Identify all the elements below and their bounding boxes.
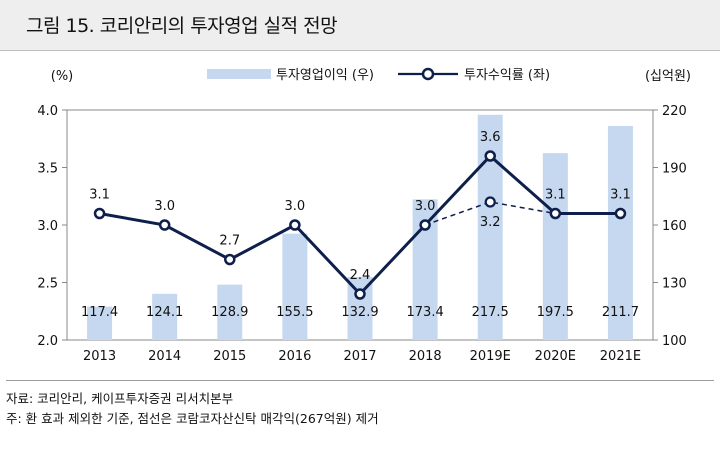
x-axis-label: 2015: [213, 349, 246, 364]
bar-value-label: 132.9: [341, 305, 378, 320]
legend-bar-label: 투자영업이익 (우): [276, 68, 374, 83]
footnote: 주: 환 효과 제외한 기준, 점선은 코람코자산신탁 매각익(267억원) 제…: [6, 411, 379, 426]
bar-value-labels: 117.4 124.1 128.9 155.5 132.9 173.4 217.5 197.5…: [81, 305, 639, 320]
legend: 투자영업이익 (우) 투자수익률 (좌): [207, 67, 550, 83]
bar-value-label: 128.9: [211, 305, 248, 320]
line-point-2019E: [484, 150, 496, 162]
bar-2017: [347, 276, 373, 340]
line-value-label: 2.7: [219, 234, 240, 249]
right-axis-tick-label: 130: [662, 277, 687, 292]
line-point-2014: [158, 219, 171, 231]
left-axis-tick-label: 4.0: [37, 104, 58, 119]
bar-value-label: 173.4: [407, 305, 444, 320]
right-axis-tick-label: 220: [662, 104, 687, 119]
x-axis-label: 2017: [343, 349, 376, 364]
dashed-value-label: 3.2: [480, 215, 501, 230]
bar-2013: [87, 306, 113, 340]
bar-2020E: [542, 153, 568, 340]
bar-value-label: 117.4: [81, 305, 118, 320]
right-axis: 100 130 160 190 220: [653, 104, 687, 349]
x-axis-label: 2013: [83, 349, 116, 364]
x-axis-labels: 2013 2014 2015 2016 2017 2018 2019E 2020E 2021E: [83, 349, 641, 364]
bar-value-label: 197.5: [537, 305, 574, 320]
line-value-label: 3.6: [480, 130, 501, 145]
line-value-label: 3.1: [89, 188, 110, 203]
line-point-2017: [354, 288, 366, 300]
x-axis-label: 2018: [409, 349, 442, 364]
investment-chart: (%) (십억원) 투자영업이익 (우) 투자수익률 (좌) 2.0 2.5 3.0…: [37, 67, 691, 364]
left-unit-label: (%): [51, 69, 74, 84]
left-axis: 2.0 2.5 3.0 3.5 4.0: [37, 104, 67, 349]
line-value-label: 3.0: [415, 199, 436, 214]
source-note: 자료: 코리안리, 케이프투자증권 리서치본부: [6, 391, 234, 406]
line-series: [93, 150, 627, 300]
left-axis-tick-label: 3.5: [37, 162, 58, 177]
left-axis-tick-label: 2.0: [37, 334, 58, 349]
left-axis-tick-label: 3.0: [37, 219, 58, 234]
line-value-label: 2.4: [350, 268, 371, 283]
x-axis-label: 2014: [148, 349, 181, 364]
legend-line-label: 투자수익률 (좌): [464, 68, 550, 83]
line-value-label: 3.1: [610, 188, 631, 203]
bar-2015: [217, 284, 243, 340]
right-axis-tick-label: 160: [662, 219, 687, 234]
line-point-2016: [289, 219, 301, 231]
dashed-point: [484, 196, 496, 208]
x-axis-label: 2021E: [600, 349, 641, 364]
line-value-labels: 3.1 3.0 2.7 3.0 2.4 3.0 3.6 3.1 3.1: [89, 130, 631, 283]
right-axis-tick-label: 100: [662, 334, 687, 349]
line-value-label: 3.0: [154, 199, 175, 214]
bar-value-label: 155.5: [276, 305, 313, 320]
legend-bar-swatch: [207, 69, 271, 79]
bar-2016: [282, 233, 308, 340]
line-point-2015: [224, 253, 236, 266]
bar-value-label: 124.1: [146, 305, 183, 320]
line-point-2018: [419, 219, 431, 231]
x-axis-label: 2020E: [535, 349, 576, 364]
bar-2021E: [607, 125, 633, 341]
right-unit-label: (십억원): [645, 69, 691, 84]
footer: 자료: 코리안리, 케이프투자증권 리서치본부 주: 환 효과 제외한 기준, …: [6, 380, 714, 429]
line-point-2021E: [614, 207, 627, 220]
right-axis-tick-label: 190: [662, 162, 687, 177]
line-point-2013: [93, 207, 106, 220]
bar-value-label: 217.5: [472, 305, 509, 320]
title-bar: 그림 15. 코리안리의 투자영업 실적 전망: [0, 0, 720, 51]
line-point-2020E: [549, 207, 562, 220]
legend-line-marker: [421, 67, 435, 81]
dashed-series: 3.2: [424, 196, 556, 230]
x-axis-label: 2016: [278, 349, 311, 364]
left-axis-tick-label: 2.5: [37, 277, 58, 292]
line-value-label: 3.1: [545, 188, 566, 203]
bar-value-label: 211.7: [602, 305, 639, 320]
bar-2014: [152, 293, 178, 340]
x-axis-label: 2019E: [470, 349, 511, 364]
bar-series: [87, 114, 633, 341]
line-value-label: 3.0: [285, 199, 306, 214]
figure-title: 그림 15. 코리안리의 투자영업 실적 전망: [26, 15, 338, 37]
